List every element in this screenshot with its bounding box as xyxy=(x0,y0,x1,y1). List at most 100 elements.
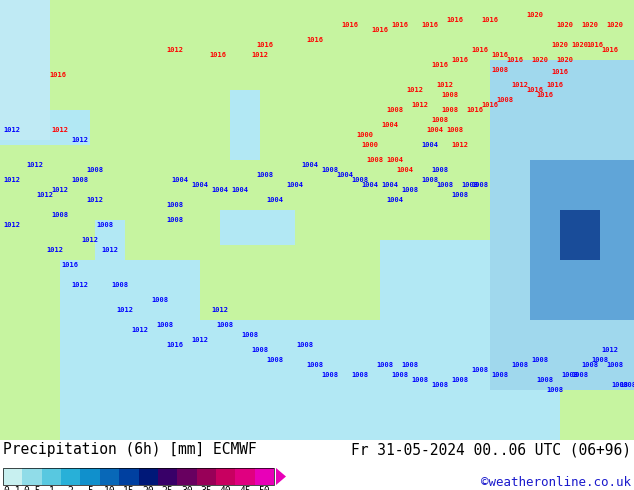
Text: 1004: 1004 xyxy=(382,122,399,128)
Text: 1008: 1008 xyxy=(152,297,169,303)
Text: 1008: 1008 xyxy=(351,177,368,183)
Text: 1008: 1008 xyxy=(432,382,448,388)
Text: 1012: 1012 xyxy=(4,177,20,183)
Text: ©weatheronline.co.uk: ©weatheronline.co.uk xyxy=(481,476,631,489)
Text: 1008: 1008 xyxy=(531,357,548,363)
Bar xyxy=(42,468,61,485)
Text: 1016: 1016 xyxy=(451,57,469,63)
Text: 1008: 1008 xyxy=(216,322,233,328)
Text: 1012: 1012 xyxy=(4,222,20,228)
Text: 1012: 1012 xyxy=(27,162,44,168)
Text: 1012: 1012 xyxy=(101,247,119,253)
Text: 1016: 1016 xyxy=(602,47,619,53)
Text: 1004: 1004 xyxy=(287,182,304,188)
Text: 5: 5 xyxy=(87,486,93,490)
Bar xyxy=(235,468,255,485)
Text: 1004: 1004 xyxy=(266,197,283,203)
Text: 1008: 1008 xyxy=(432,167,448,173)
Text: 1016: 1016 xyxy=(536,92,553,98)
Text: 1016: 1016 xyxy=(372,27,389,33)
Bar xyxy=(138,468,158,485)
Text: 1012: 1012 xyxy=(51,187,68,193)
Text: 1008: 1008 xyxy=(157,322,174,328)
Text: 1016: 1016 xyxy=(491,52,508,58)
Bar xyxy=(158,468,178,485)
Bar xyxy=(197,468,216,485)
Bar xyxy=(178,468,197,485)
Text: 1008: 1008 xyxy=(441,92,458,98)
Text: 1000: 1000 xyxy=(356,132,373,138)
Text: 1004: 1004 xyxy=(191,182,209,188)
Text: 1004: 1004 xyxy=(337,172,354,178)
Text: 1008: 1008 xyxy=(562,372,578,378)
Text: 1008: 1008 xyxy=(351,372,368,378)
Text: 1008: 1008 xyxy=(436,182,453,188)
Text: 1004: 1004 xyxy=(396,167,413,173)
Text: 1016: 1016 xyxy=(526,87,543,93)
Text: 1008: 1008 xyxy=(441,107,458,113)
Text: 1004: 1004 xyxy=(212,187,228,193)
Text: Precipitation (6h) [mm] ECMWF: Precipitation (6h) [mm] ECMWF xyxy=(3,442,257,457)
Text: 1008: 1008 xyxy=(571,372,588,378)
Text: 1008: 1008 xyxy=(86,167,103,173)
Text: 1012: 1012 xyxy=(46,247,63,253)
Text: 40: 40 xyxy=(220,486,231,490)
Text: 1016: 1016 xyxy=(257,42,273,48)
Text: 1020: 1020 xyxy=(526,12,543,18)
Text: 1004: 1004 xyxy=(422,142,439,148)
Text: 1016: 1016 xyxy=(552,69,569,75)
Text: 1020: 1020 xyxy=(557,57,574,63)
Text: 1008: 1008 xyxy=(366,157,384,163)
Polygon shape xyxy=(276,468,286,485)
Text: 0.1: 0.1 xyxy=(4,486,22,490)
Text: 1016: 1016 xyxy=(392,22,408,28)
Text: 1008: 1008 xyxy=(321,167,339,173)
Text: 1008: 1008 xyxy=(496,97,514,103)
Bar xyxy=(119,468,138,485)
Text: 1008: 1008 xyxy=(321,372,339,378)
Text: 1012: 1012 xyxy=(167,47,183,53)
Text: 1008: 1008 xyxy=(512,362,529,368)
Text: 1008: 1008 xyxy=(536,377,553,383)
Text: 1008: 1008 xyxy=(451,192,469,198)
Text: 1008: 1008 xyxy=(96,222,113,228)
Text: 1008: 1008 xyxy=(619,382,634,388)
Text: 20: 20 xyxy=(142,486,154,490)
Text: 1008: 1008 xyxy=(472,182,489,188)
Text: 1008: 1008 xyxy=(297,342,313,348)
Text: 1020: 1020 xyxy=(531,57,548,63)
Text: 1008: 1008 xyxy=(167,217,183,223)
Text: 1008: 1008 xyxy=(547,387,564,393)
Text: 1008: 1008 xyxy=(607,362,623,368)
Text: 1008: 1008 xyxy=(242,332,259,338)
Text: 1012: 1012 xyxy=(602,347,619,353)
Text: 1016: 1016 xyxy=(432,62,448,68)
Text: 1012: 1012 xyxy=(86,197,103,203)
Text: 1012: 1012 xyxy=(191,337,209,343)
Text: 2: 2 xyxy=(68,486,74,490)
Text: 1008: 1008 xyxy=(422,177,439,183)
Text: 1004: 1004 xyxy=(427,127,444,133)
Text: 1016: 1016 xyxy=(342,22,358,28)
Text: 1008: 1008 xyxy=(51,212,68,218)
Text: 1004: 1004 xyxy=(387,157,403,163)
Text: 1020: 1020 xyxy=(581,22,598,28)
Text: 1016: 1016 xyxy=(422,22,439,28)
Text: 1016: 1016 xyxy=(547,82,564,88)
Text: 1012: 1012 xyxy=(411,102,429,108)
Text: 1000: 1000 xyxy=(361,142,378,148)
Text: 1012: 1012 xyxy=(436,82,453,88)
Bar xyxy=(81,468,100,485)
Text: 1008: 1008 xyxy=(377,362,394,368)
Text: 1008: 1008 xyxy=(491,372,508,378)
Text: 1016: 1016 xyxy=(209,52,226,58)
Text: 1008: 1008 xyxy=(592,357,609,363)
Bar xyxy=(61,468,81,485)
Text: 1004: 1004 xyxy=(172,177,188,183)
Text: 1004: 1004 xyxy=(382,182,399,188)
Bar xyxy=(22,468,42,485)
Text: 1012: 1012 xyxy=(72,282,89,288)
Text: 1016: 1016 xyxy=(49,72,67,78)
Text: 1004: 1004 xyxy=(361,182,378,188)
Text: 1012: 1012 xyxy=(117,307,134,313)
